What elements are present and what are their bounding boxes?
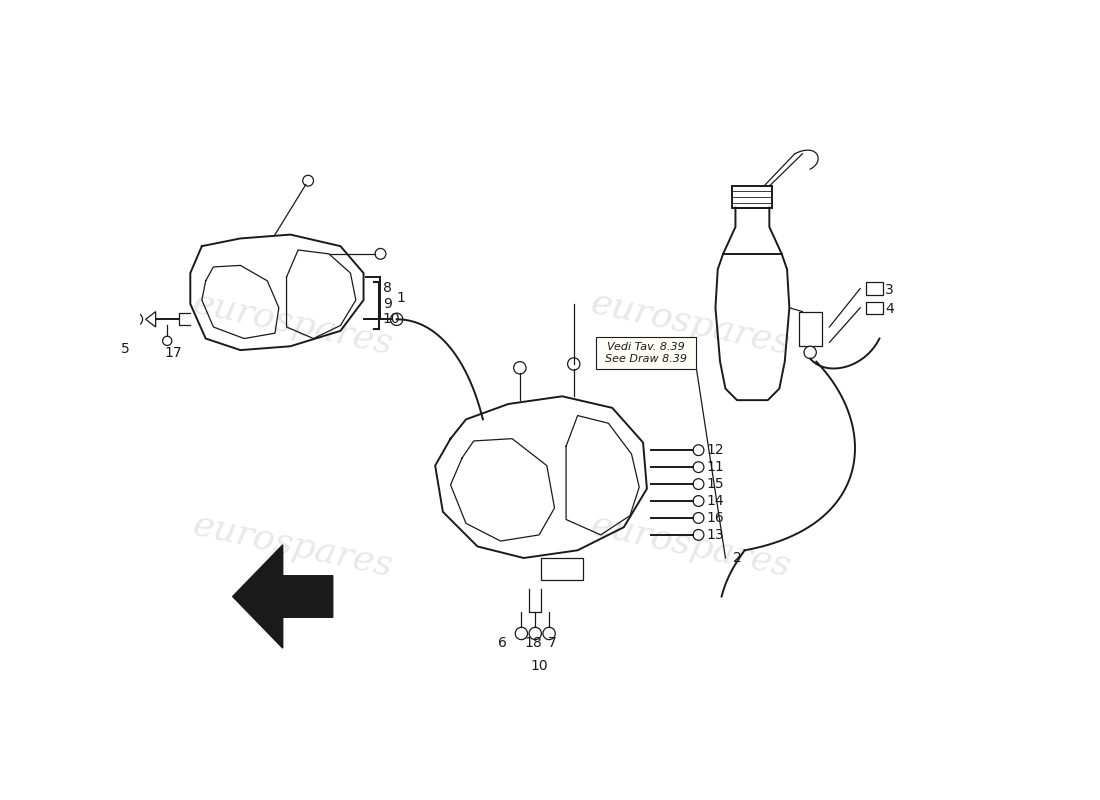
Bar — [867, 302, 883, 314]
Circle shape — [693, 445, 704, 455]
Polygon shape — [145, 312, 156, 327]
Text: 1: 1 — [397, 290, 406, 305]
Text: 5: 5 — [121, 342, 129, 355]
Text: eurospares: eurospares — [189, 508, 396, 583]
Text: eurospares: eurospares — [587, 508, 794, 583]
Circle shape — [543, 627, 556, 640]
Text: 6: 6 — [498, 636, 507, 650]
Text: 9: 9 — [383, 297, 392, 311]
Polygon shape — [233, 545, 332, 648]
Text: 18: 18 — [525, 636, 542, 650]
Text: eurospares: eurospares — [587, 286, 794, 362]
Text: 4: 4 — [884, 302, 893, 316]
Text: eurospares: eurospares — [189, 286, 396, 362]
Text: 13: 13 — [706, 528, 724, 542]
Circle shape — [693, 496, 704, 506]
Text: 7: 7 — [548, 636, 557, 650]
Text: 10: 10 — [530, 659, 548, 673]
Bar — [733, 186, 772, 208]
Circle shape — [163, 336, 172, 346]
Text: Vedi Tav. 8.39
See Draw 8.39: Vedi Tav. 8.39 See Draw 8.39 — [605, 342, 688, 364]
Text: 12: 12 — [706, 443, 724, 457]
Circle shape — [693, 530, 704, 540]
Text: 14: 14 — [706, 494, 724, 508]
Text: 8: 8 — [383, 282, 392, 295]
Circle shape — [693, 462, 704, 473]
Circle shape — [514, 362, 526, 374]
Circle shape — [804, 346, 816, 358]
Text: 16: 16 — [706, 511, 724, 525]
Text: 10: 10 — [383, 312, 400, 326]
Text: 3: 3 — [884, 283, 893, 297]
Bar — [541, 558, 583, 579]
Text: 17: 17 — [165, 346, 183, 360]
Circle shape — [515, 627, 528, 640]
Circle shape — [693, 478, 704, 490]
Circle shape — [130, 313, 143, 326]
Bar — [799, 312, 822, 346]
Circle shape — [390, 313, 403, 326]
Circle shape — [568, 358, 580, 370]
Text: 11: 11 — [706, 460, 724, 474]
FancyBboxPatch shape — [596, 337, 696, 370]
Circle shape — [693, 513, 704, 523]
Circle shape — [529, 627, 541, 640]
Text: 2: 2 — [733, 551, 741, 565]
Bar — [867, 282, 883, 294]
Text: 15: 15 — [706, 477, 724, 491]
